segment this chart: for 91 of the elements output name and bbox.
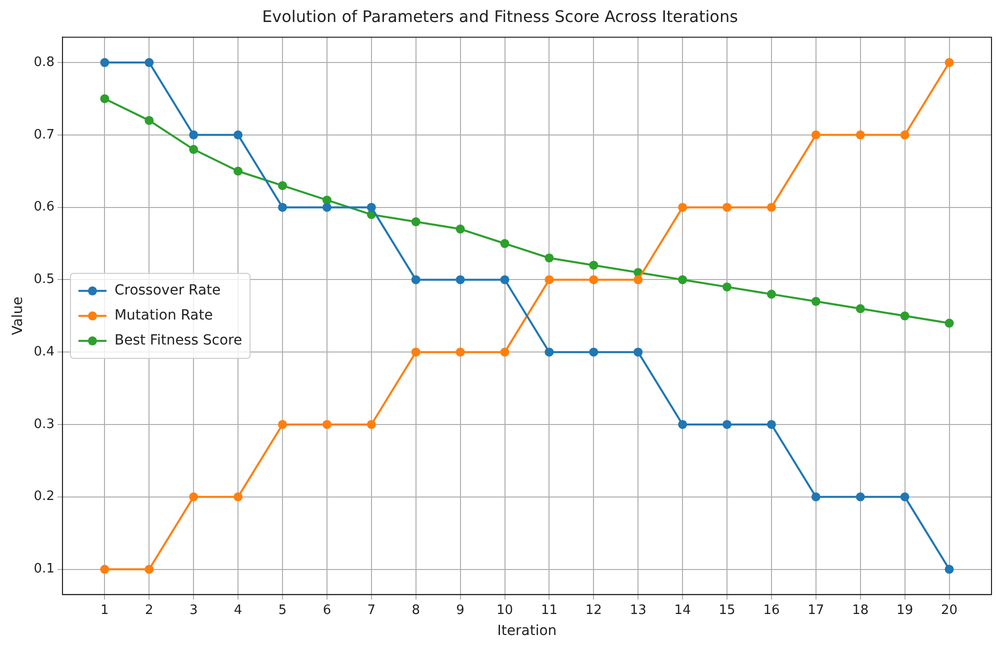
- x-tick-label: 4: [234, 602, 242, 618]
- point: [811, 296, 820, 306]
- point: [411, 348, 420, 357]
- point: [634, 275, 643, 284]
- point: [500, 348, 510, 357]
- point: [500, 275, 510, 284]
- point: [856, 130, 865, 140]
- point: [144, 564, 154, 574]
- x-tick-label: 7: [367, 602, 376, 618]
- point: [589, 348, 598, 357]
- point: [544, 348, 554, 357]
- x-tick-label: 18: [852, 602, 869, 618]
- point: [234, 166, 243, 176]
- x-tick-label: 9: [456, 602, 464, 618]
- y-tick-label: 0.5: [34, 272, 54, 288]
- point: [944, 58, 954, 68]
- x-tick-label: 19: [896, 602, 914, 618]
- point: [100, 58, 110, 68]
- chart-title: Evolution of Parameters and Fitness Score Across Iterations: [262, 6, 738, 26]
- point: [634, 348, 643, 357]
- point: [100, 94, 110, 104]
- point: [856, 492, 865, 502]
- y-tick-label: 0.1: [34, 562, 54, 577]
- point: [944, 318, 954, 328]
- point: [189, 144, 198, 154]
- point: [766, 202, 776, 212]
- x-tick-label: 8: [412, 602, 420, 618]
- point: [411, 275, 420, 284]
- point: [811, 492, 820, 502]
- point: [856, 304, 865, 314]
- point: [322, 420, 332, 429]
- point: [100, 564, 110, 574]
- point: [500, 239, 510, 248]
- point: [722, 420, 732, 429]
- x-tick-label: 13: [630, 602, 646, 618]
- point: [544, 253, 554, 262]
- x-tick-label: 6: [322, 602, 332, 618]
- point: [900, 130, 910, 140]
- point: [366, 202, 376, 212]
- x-tick-label: 11: [540, 602, 558, 618]
- x-tick-label: 2: [145, 602, 154, 618]
- point: [189, 130, 198, 140]
- point: [766, 420, 776, 429]
- point: [278, 420, 288, 429]
- point: [234, 130, 243, 140]
- point: [456, 275, 465, 284]
- point: [322, 202, 332, 212]
- point: [544, 275, 554, 284]
- point: [589, 275, 598, 284]
- point: [678, 275, 688, 284]
- point: [766, 290, 776, 299]
- point: [144, 58, 154, 68]
- legend-label: Mutation Rate: [114, 308, 213, 324]
- y-tick-label: 0.4: [34, 344, 54, 360]
- x-tick-label: 15: [718, 602, 736, 618]
- x-tick-label: 3: [189, 602, 198, 618]
- x-tick-label: 20: [941, 602, 958, 618]
- legend-label: Best Fitness Score: [114, 332, 242, 349]
- point: [722, 202, 732, 212]
- x-tick-label: 17: [808, 602, 824, 618]
- x-tick-label: 14: [674, 602, 691, 618]
- point: [678, 202, 688, 212]
- y-axis-title: Value: [10, 296, 26, 336]
- point: [278, 181, 288, 190]
- point: [278, 202, 288, 212]
- point: [456, 224, 465, 234]
- y-tick-label: 0.7: [34, 127, 54, 142]
- point: [944, 564, 954, 574]
- x-axis-title: Iteration: [497, 623, 557, 640]
- y-tick-label: 0.6: [34, 200, 54, 215]
- x-tick-label: 1: [100, 602, 109, 618]
- point: [589, 260, 598, 270]
- x-tick-label: 16: [763, 602, 780, 618]
- legend-label: Crossover Rate: [114, 282, 221, 299]
- point: [900, 492, 910, 502]
- point: [411, 217, 420, 226]
- point: [811, 130, 820, 140]
- point: [900, 311, 910, 320]
- y-tick-label: 0.8: [34, 54, 54, 70]
- point: [189, 492, 198, 502]
- point: [456, 348, 465, 357]
- y-tick-label: 0.2: [34, 489, 54, 504]
- point: [234, 492, 243, 502]
- y-tick-label: 0.3: [34, 416, 54, 432]
- x-tick-label: 12: [585, 602, 602, 618]
- point: [144, 116, 154, 125]
- point: [722, 282, 732, 292]
- point: [678, 420, 688, 429]
- point: [366, 420, 376, 429]
- x-tick-label: 5: [278, 602, 287, 618]
- x-tick-label: 10: [496, 602, 514, 618]
